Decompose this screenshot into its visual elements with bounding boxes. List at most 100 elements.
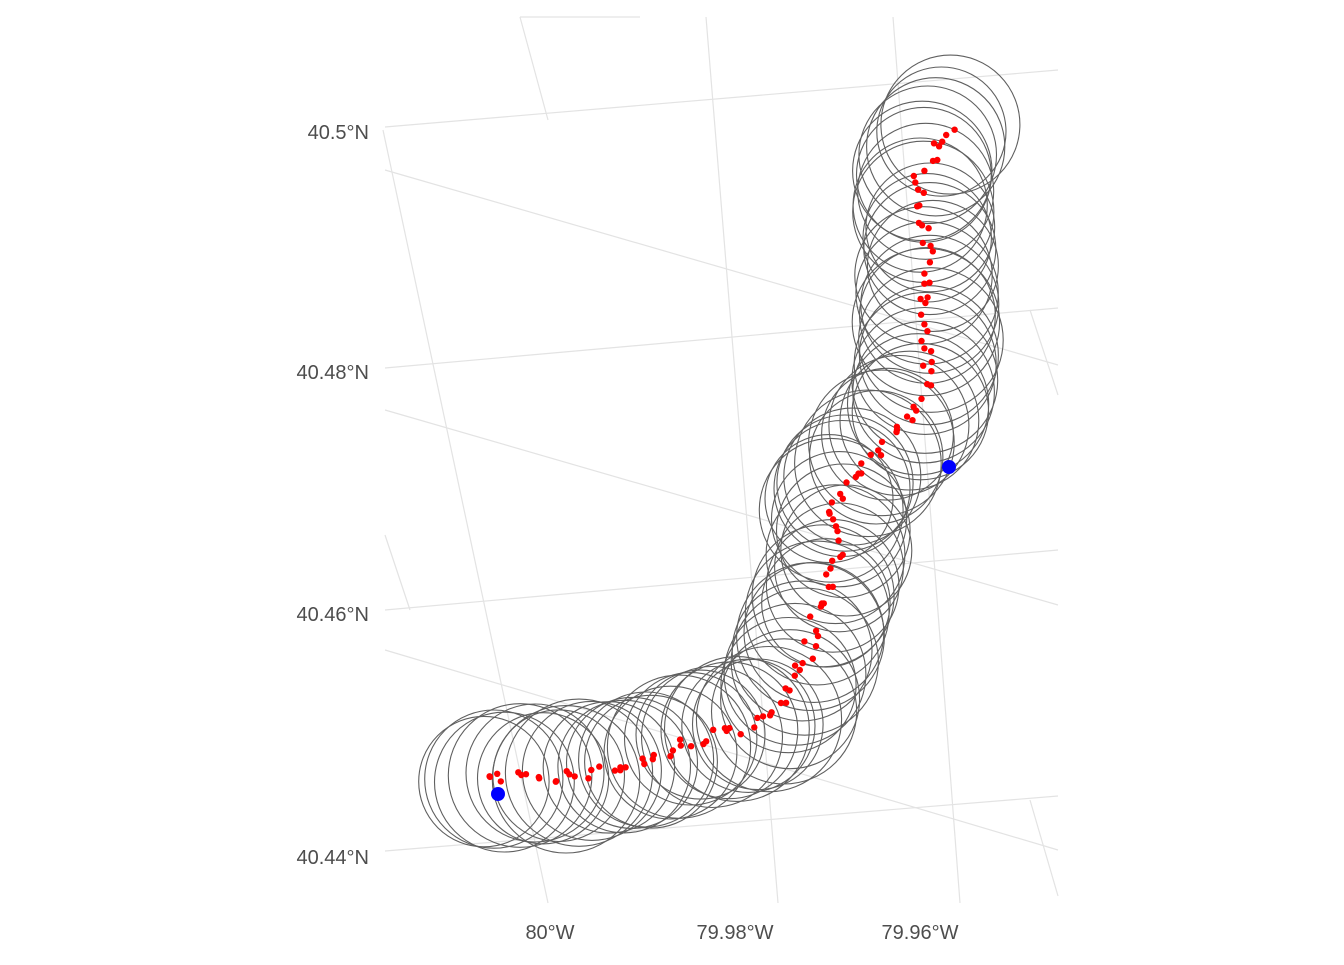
track-point [926,279,933,286]
track-point [935,143,943,150]
buffer-circle [710,638,858,785]
graticule-segment [1029,309,1059,396]
track-point [809,655,816,662]
graticule-segment [384,534,411,611]
buffer-circle [880,54,1021,195]
lat-tick-label-40.5: 40.5°N [308,122,369,144]
track-point [829,583,836,590]
track-point [703,738,710,745]
buffer-circle [640,665,784,809]
track-point [918,337,925,345]
endpoint-markers [491,460,956,801]
track-point [823,571,830,578]
track-point [878,438,886,446]
buffer-circle [578,691,715,828]
track-point [924,294,931,301]
buffer-circle [720,616,857,754]
graticule-lon-79.98 [705,16,779,904]
track-point [726,724,733,732]
buffer-circles [418,54,1021,854]
endpoint-marker [942,460,956,474]
track-point [807,613,814,620]
track-point [777,699,785,707]
track-point [927,348,935,355]
track-point [910,172,917,180]
lat-tick-label-40.44: 40.44°N [297,847,370,869]
track-point [710,726,717,733]
track-point [588,766,595,774]
graticule-segment [1029,799,1059,897]
track-point [867,451,874,458]
track-point [921,167,928,174]
track-point [893,423,901,430]
graticule-lon-79.96 [892,16,961,904]
track-point [782,699,790,706]
track-point [832,523,840,530]
buffer-circle [720,629,861,770]
track-point [818,600,826,607]
track-point [791,672,798,679]
track-point [903,413,911,420]
buffer-circle [491,705,641,854]
track-point [721,725,729,732]
track-point [667,753,674,760]
lat-tick-label-40.46: 40.46°N [297,604,370,626]
buffer-circle [521,700,662,841]
buffer-circle [565,696,699,829]
track-point [486,773,494,781]
track-point [839,551,846,558]
track-point [801,638,808,645]
track-point [925,225,932,232]
lat-tick-label-40.48: 40.48°N [297,362,370,384]
buffer-circle [857,122,995,260]
track-point [829,516,837,523]
graticule-lat-40.5 [384,69,1059,128]
track-point [834,527,841,535]
track-point [522,771,530,778]
buffer-circle [858,85,998,225]
graticule-lon-79.99 [519,16,549,121]
buffer-circle [433,711,575,853]
buffer-circle [852,137,988,273]
track-point [639,755,646,762]
buffer-circle [839,350,980,491]
buffer-circle [418,715,550,848]
buffer-circle [635,669,766,800]
track-point [687,743,695,750]
track-point [918,222,926,229]
track-point [782,685,789,692]
track-point [494,770,501,777]
track-point [930,140,938,147]
buffer-circle [853,291,997,435]
buffer-circle [851,306,999,454]
buffer-circle [851,247,1001,397]
track-point [922,299,929,307]
buffer-circle [465,703,605,843]
track-point [641,760,648,768]
buffer-circle [775,463,911,599]
lon-tick-label-79.96: 79.96°W [882,922,959,944]
track-point [918,395,925,402]
graticule-segment [384,649,1059,851]
track-point [563,768,570,775]
track-point [909,417,916,424]
track-point [917,311,925,318]
graticule-segment [384,169,1059,366]
graticule-lon-80 [382,129,549,904]
track-point [921,270,928,277]
track-point [914,186,922,193]
track-point [920,362,927,369]
track-point [759,713,767,720]
track-point [920,189,927,196]
buffer-circle [758,437,904,583]
graticule-lat-40.46 [384,549,1059,611]
buffer-circle [776,414,914,552]
track-point [916,202,923,209]
track-point [926,259,934,266]
track-point [827,565,834,572]
buffer-circle [828,354,970,497]
track-point [858,470,865,477]
track-point [839,495,846,502]
buffer-circle [876,66,1007,197]
